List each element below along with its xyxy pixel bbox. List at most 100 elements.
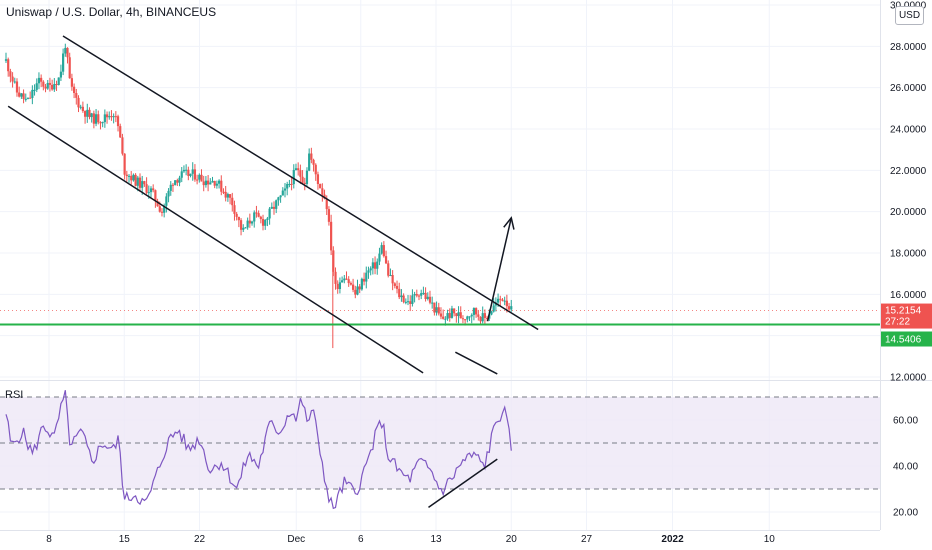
candle-body: [215, 183, 218, 186]
candle-body: [158, 206, 161, 212]
candle-body: [51, 84, 54, 90]
candle-body: [132, 174, 135, 181]
price-axis-tick-label: 18.0000: [890, 249, 927, 260]
candle-body: [92, 113, 95, 124]
channel-lower-line[interactable]: [7, 105, 424, 374]
candle-body: [242, 227, 245, 230]
candle-body: [409, 301, 412, 304]
time-axis-tick-label: Dec: [287, 534, 305, 545]
candle-body: [475, 308, 478, 315]
last-price-value: 15.2154: [885, 306, 922, 317]
candle-body: [31, 89, 34, 98]
candle-body: [11, 76, 14, 82]
candle-body: [213, 180, 216, 186]
candle-body: [4, 59, 8, 61]
candle-body: [156, 201, 159, 207]
channel-lower-extension-line[interactable]: [455, 351, 498, 375]
candle-body: [336, 283, 339, 290]
time-axis-tick-label: 8: [46, 534, 52, 545]
candle-body: [217, 180, 221, 184]
rsi-axis-tick-label: 40.00: [893, 462, 918, 473]
currency-button[interactable]: USD: [895, 6, 924, 25]
candle-body: [310, 153, 313, 160]
time-axis-tick-label: 27: [581, 534, 593, 545]
candle-body: [485, 317, 489, 319]
rsi-band-lines: [0, 396, 880, 490]
time-axis-tick-label: 2022: [661, 534, 684, 545]
candle-body: [77, 97, 80, 108]
candle-body: [110, 116, 113, 118]
candle-body: [371, 262, 374, 269]
candle-body: [101, 122, 104, 124]
candle-body: [413, 294, 416, 296]
candle-body: [439, 313, 443, 317]
candle-body: [507, 306, 511, 310]
candle-body: [345, 278, 348, 280]
candle-body: [44, 86, 47, 89]
candle-body: [391, 275, 394, 284]
candle-body: [301, 176, 304, 183]
candle-body: [250, 221, 254, 224]
candle-body: [420, 293, 423, 296]
candle-body: [174, 180, 177, 185]
candle-body: [123, 153, 126, 175]
candle-body: [481, 313, 484, 322]
candle-body: [119, 126, 122, 138]
channel-upper-line[interactable]: [62, 35, 539, 331]
candle-body: [222, 191, 225, 193]
candle-body: [444, 318, 447, 320]
support-price-value: 14.5406: [885, 335, 922, 346]
candle-body: [88, 109, 91, 118]
candle-body: [341, 280, 344, 283]
candle-body: [90, 113, 93, 118]
candle-body: [442, 316, 445, 319]
candle-body: [435, 307, 438, 313]
candle-body: [503, 300, 506, 302]
candle-body: [211, 180, 214, 183]
candle-body: [308, 153, 311, 171]
candle-body: [79, 106, 82, 108]
candle-body: [373, 262, 377, 269]
support-price-badge: 14.5406: [881, 331, 932, 347]
candle-body: [312, 159, 315, 165]
candle-body: [226, 194, 229, 198]
rsi-indicator-label[interactable]: RSI: [5, 389, 24, 401]
candle-body: [400, 295, 403, 298]
candle-body: [121, 137, 124, 154]
rsi-trendline[interactable]: [428, 458, 498, 509]
candle-body: [288, 183, 291, 185]
candle-body: [354, 289, 357, 295]
candle-body: [178, 177, 181, 183]
candle-body: [253, 212, 256, 222]
projection-arrow-head: [503, 216, 515, 230]
price-axis-tick-label: 26.0000: [890, 83, 927, 94]
candle-body: [404, 301, 407, 303]
candle-body: [75, 93, 78, 98]
candle-body: [402, 295, 405, 302]
candle-body: [145, 184, 148, 193]
candle-body: [29, 97, 32, 99]
candlesticks: [4, 43, 513, 349]
candle-body: [448, 313, 451, 318]
candle-body: [86, 109, 89, 117]
candle-body: [461, 318, 465, 320]
candle-body: [378, 253, 381, 262]
candle-body: [431, 302, 434, 304]
candle-body: [283, 188, 287, 191]
candle-body: [15, 81, 19, 93]
projection-arrow-line[interactable]: [486, 217, 512, 322]
candle-body: [193, 169, 197, 180]
candle-body: [182, 169, 186, 172]
candle-body: [433, 302, 436, 313]
candle-body: [492, 305, 495, 312]
candle-body: [316, 174, 320, 185]
candle-body: [127, 175, 131, 177]
time-axis-tick-label: 13: [430, 534, 442, 545]
candle-body: [64, 47, 67, 54]
candle-body: [189, 173, 192, 176]
candle-body: [196, 179, 199, 181]
candle-body: [204, 180, 208, 186]
candle-body: [209, 182, 212, 185]
candle-body: [356, 286, 359, 295]
